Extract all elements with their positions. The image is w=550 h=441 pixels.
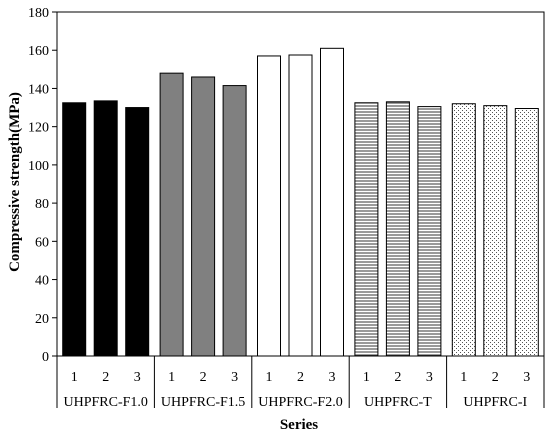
bar-uhpfrc-i-2 xyxy=(483,105,508,357)
x-tick-label: 1 xyxy=(71,370,78,385)
y-tick-label: 80 xyxy=(35,197,49,212)
bar-uhpfrc-i-3 xyxy=(514,108,539,357)
y-axis-title: Compressive strength(MPa) xyxy=(7,92,23,272)
bar-uhpfrc-t-3 xyxy=(417,106,442,357)
group-label: UHPFRC-F1.0 xyxy=(63,395,147,410)
y-tick-label: 100 xyxy=(28,159,49,174)
x-tick-label: 1 xyxy=(363,370,370,385)
bar-uhpfrc-f2-0-1 xyxy=(257,55,281,357)
group-label: UHPFRC-T xyxy=(364,395,432,410)
x-tick-label: 2 xyxy=(492,370,499,385)
bar-uhpfrc-f2-0-3 xyxy=(320,47,344,357)
x-tick-label: 3 xyxy=(231,370,238,385)
bar-uhpfrc-f1-0-2 xyxy=(93,100,118,357)
y-tick-label: 60 xyxy=(35,235,49,250)
x-tick-label: 3 xyxy=(523,370,530,385)
bar-uhpfrc-f1-5-3 xyxy=(222,85,247,357)
x-tick-label: 1 xyxy=(168,370,175,385)
group-label: UHPFRC-F2.0 xyxy=(258,395,342,410)
bar-uhpfrc-f1-5-1 xyxy=(159,72,184,357)
x-tick-label: 3 xyxy=(134,370,141,385)
bar-uhpfrc-f1-0-3 xyxy=(125,107,150,357)
group-label: UHPFRC-F1.5 xyxy=(161,395,245,410)
bar-uhpfrc-t-2 xyxy=(385,101,410,357)
x-axis-title: Series xyxy=(280,417,318,433)
x-tick-label: 2 xyxy=(297,370,304,385)
x-tick-label: 3 xyxy=(329,370,336,385)
y-tick-label: 0 xyxy=(42,350,49,365)
x-tick-label: 3 xyxy=(426,370,433,385)
y-tick-label: 160 xyxy=(28,44,49,59)
bar-uhpfrc-f1-5-2 xyxy=(191,76,216,357)
bar-uhpfrc-f2-0-2 xyxy=(288,54,313,357)
x-tick-label: 2 xyxy=(200,370,207,385)
x-tick-label: 1 xyxy=(460,370,467,385)
bar-uhpfrc-t-1 xyxy=(354,102,379,357)
x-tick-label: 2 xyxy=(102,370,109,385)
y-tick-label: 20 xyxy=(35,312,49,327)
bar-uhpfrc-i-1 xyxy=(451,103,476,357)
y-tick-label: 180 xyxy=(28,6,49,21)
x-tick-label: 2 xyxy=(394,370,401,385)
y-tick-label: 40 xyxy=(35,274,49,289)
x-tick-label: 1 xyxy=(266,370,273,385)
plot-area: 0 20 40 60 80 100 120 140 160 180 1 2 3 UHPFRC-F1.0 1 2… xyxy=(28,6,545,410)
group-label: UHPFRC-I xyxy=(463,395,527,410)
y-tick-label: 140 xyxy=(28,82,49,97)
y-tick-label: 120 xyxy=(28,121,49,136)
bar-uhpfrc-f1-0-1 xyxy=(62,102,87,357)
